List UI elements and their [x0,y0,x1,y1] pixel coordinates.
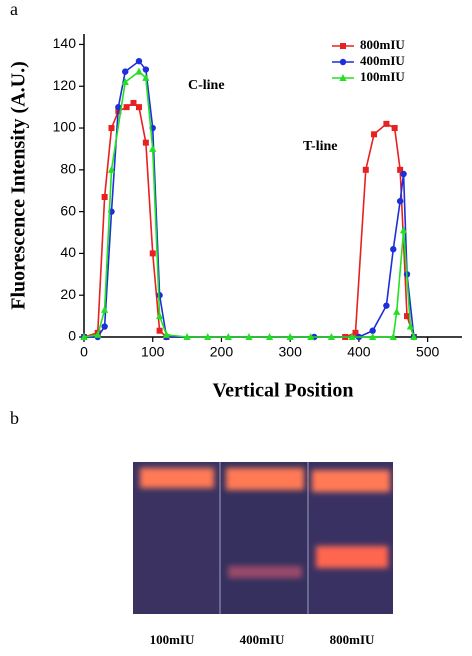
x-tick-label: 0 [80,344,88,360]
marker [391,125,398,132]
x-tick-label: 300 [279,344,303,360]
marker [142,73,150,81]
marker [121,78,129,86]
series-line [83,101,415,338]
x-tick-label: 200 [210,344,234,360]
c-band [312,470,390,492]
y-tick-label: 120 [53,77,77,93]
marker [390,246,397,253]
marker [135,57,143,65]
marker [307,333,315,340]
marker [369,333,377,340]
marker [348,333,356,340]
marker [156,327,163,334]
marker [383,120,390,127]
marker [107,165,116,173]
annotation: C-line [188,78,225,93]
strip-photo [133,462,393,614]
legend-label: 400mIU [360,53,405,68]
y-tick-label: 80 [60,161,76,177]
marker [122,68,129,75]
marker [135,104,142,111]
panel-label: a [10,0,18,19]
t-band [316,546,388,568]
marker [115,103,122,111]
marker [149,250,156,257]
plot: 0 100 200 300 400 500 0 20 40 60 80 100 120 140 Vertic… [8,34,462,402]
marker [410,333,418,340]
y-axis-label: Fluorescence Intensity (A.U.) [8,61,30,309]
series-line [84,60,415,338]
y-tick-label: 0 [68,328,76,344]
y-tick-label: 40 [60,244,76,260]
marker [362,166,369,173]
x-tick-label: 400 [347,344,371,360]
legend-label: 100mIU [360,69,405,84]
marker [327,333,336,340]
marker [101,305,109,313]
marker [369,327,376,334]
marker [400,170,407,178]
marker [404,313,411,320]
marker [389,333,397,340]
marker [162,330,171,338]
y-tick-label: 140 [53,35,77,51]
marker [397,166,404,173]
y-tick-label: 20 [60,286,76,302]
legend-marker [340,43,346,49]
lane-label: 400mIU [240,632,285,647]
marker [183,333,191,340]
c-band [226,468,304,490]
marker [135,67,143,75]
y-tick-label: 100 [53,119,77,135]
panel-label: b [10,408,19,428]
c-band [140,468,214,488]
lane-label: 100mIU [150,632,195,647]
marker [245,333,253,340]
marker [286,333,294,340]
marker [393,307,401,315]
marker [142,66,150,73]
series-line [83,70,415,338]
marker [224,333,232,340]
marker [383,302,390,309]
t-band [228,566,302,578]
marker [142,139,149,146]
marker [108,125,115,132]
marker [204,333,212,340]
legend-marker [339,58,347,66]
annotation: T-line [303,139,338,154]
x-tick-label: 100 [141,344,165,360]
legend-label: 800mIU [360,37,405,52]
marker [149,144,157,152]
marker [265,333,274,340]
marker [352,329,359,336]
x-axis-label: Vertical Position [213,380,354,402]
marker [156,312,164,320]
y-tick-label: 60 [60,202,76,218]
marker [371,131,378,138]
marker [406,322,415,330]
marker [94,330,102,338]
marker [396,197,404,205]
marker [101,193,108,200]
marker [399,226,408,234]
legend-marker [339,74,347,81]
marker [101,323,108,330]
marker [123,104,130,111]
marker [130,99,137,106]
marker [80,333,88,340]
x-tick-label: 500 [416,344,440,360]
lane-label: 800mIU [330,632,375,647]
